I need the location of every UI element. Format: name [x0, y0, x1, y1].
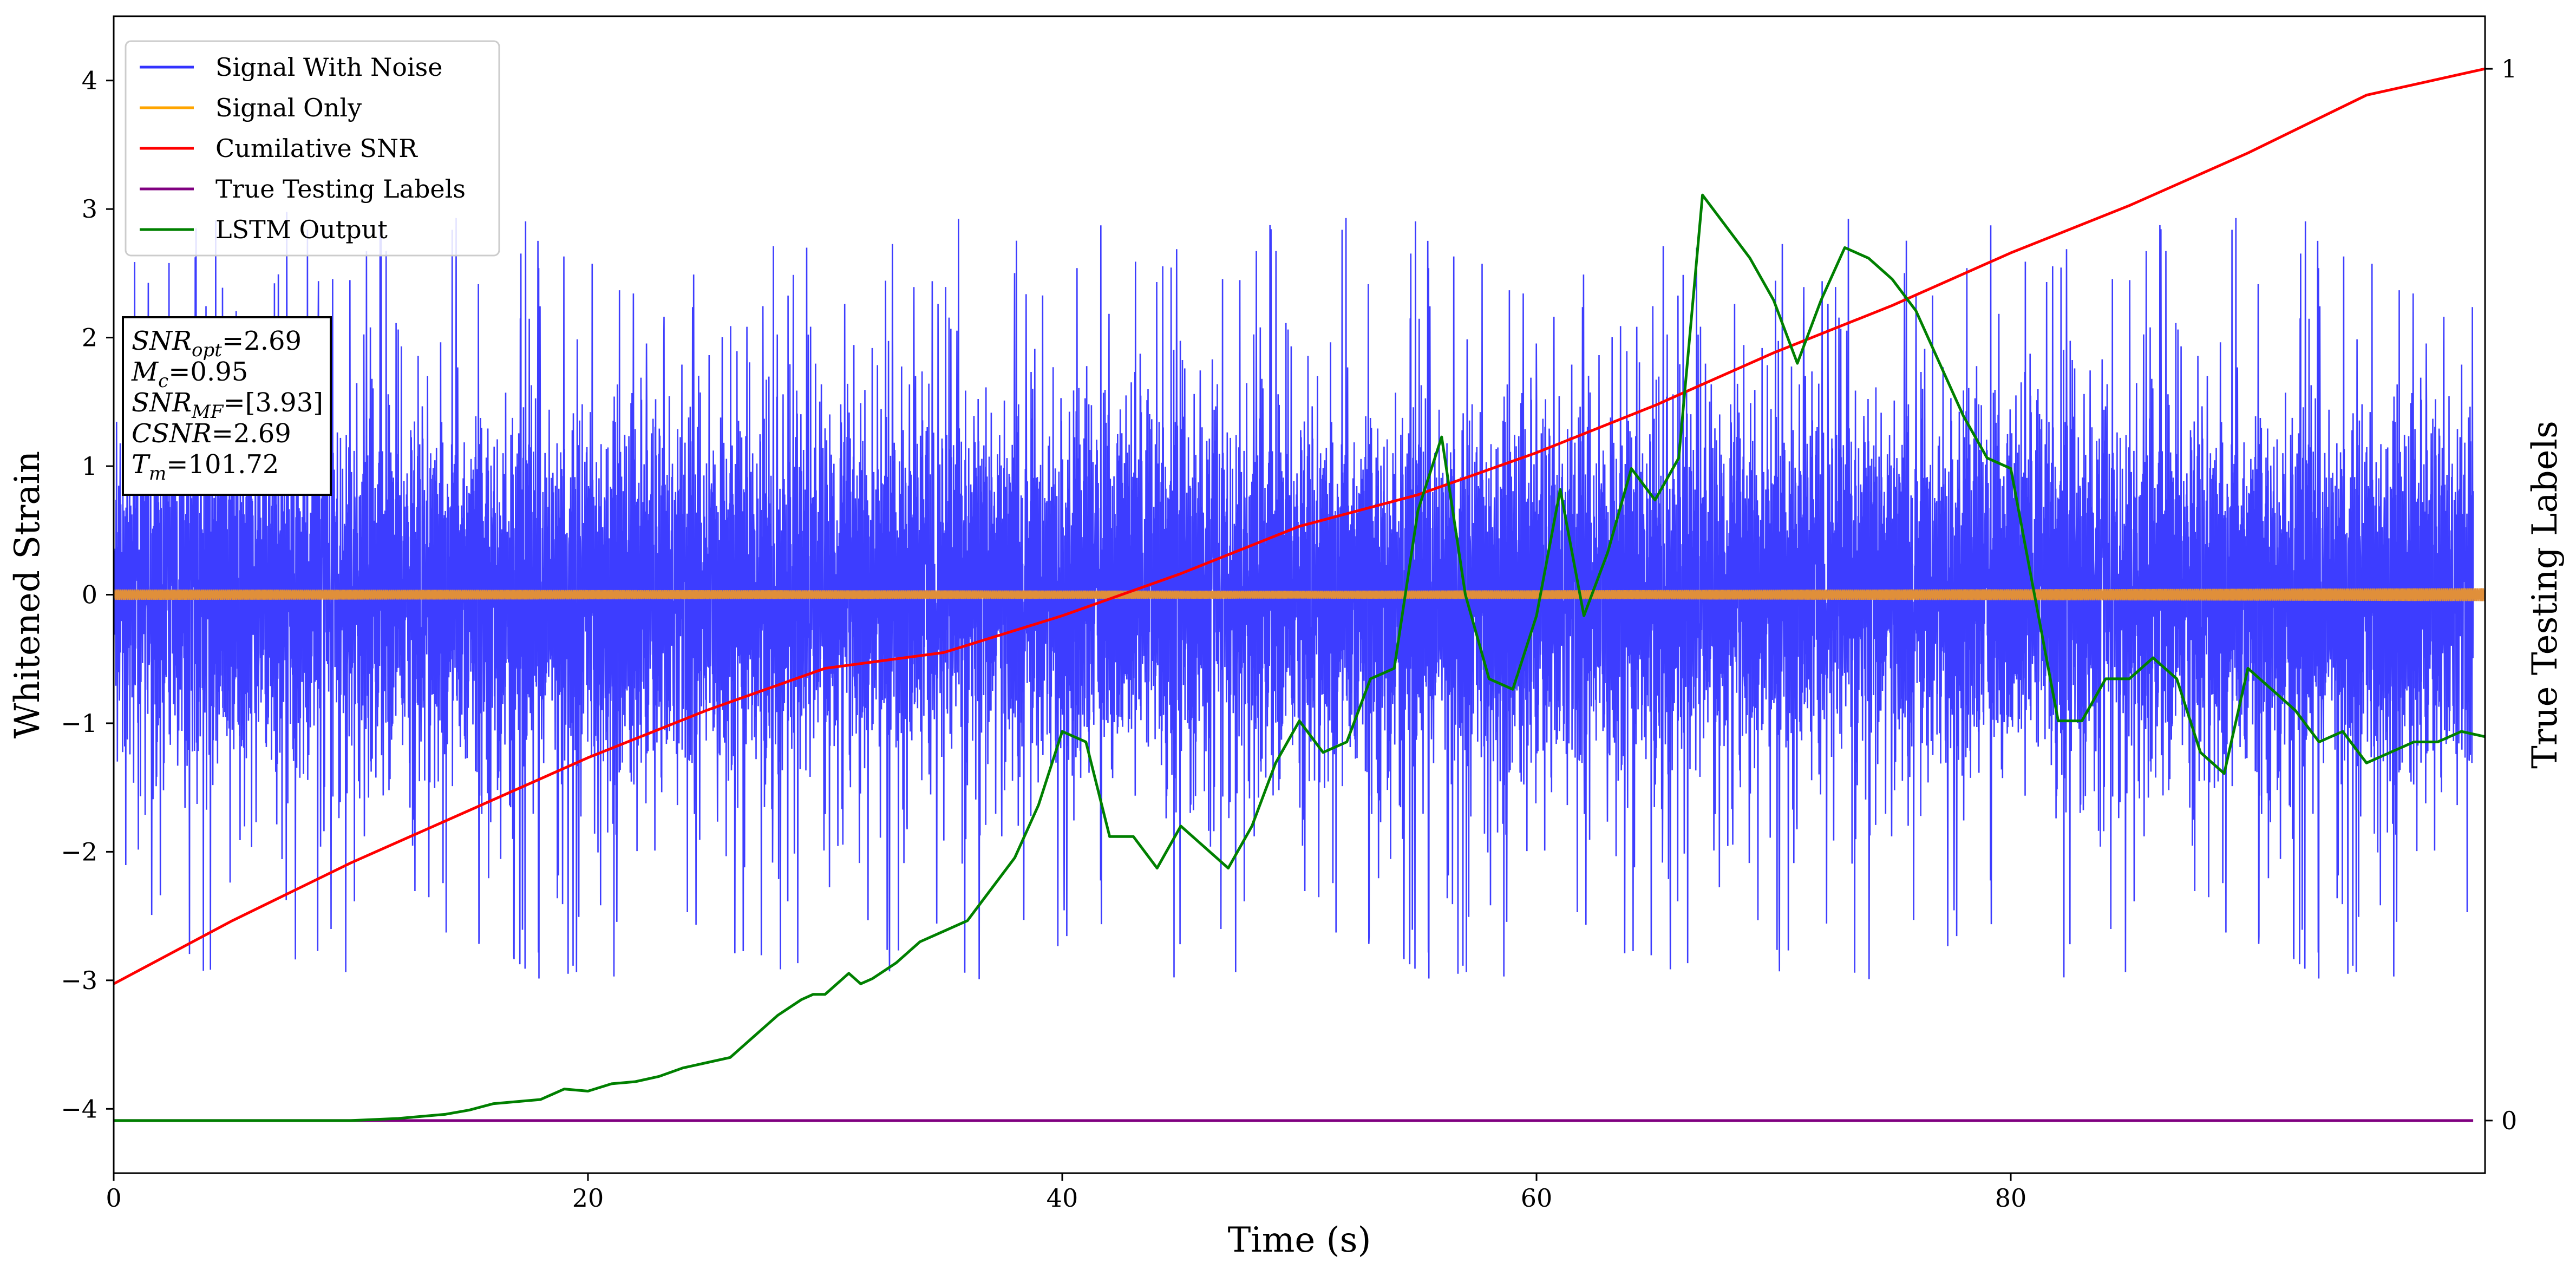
y2-axis-title: True Testing Labels: [2525, 421, 2565, 769]
series-layer: [114, 67, 2485, 1122]
stats-box: [122, 316, 332, 496]
y2-tick-label: 0: [2501, 1106, 2517, 1135]
legend-label: Signal Only: [215, 93, 362, 122]
y-tick-label: −4: [61, 1094, 97, 1123]
x-tick-label: 20: [572, 1183, 604, 1213]
series-signal-only: [114, 588, 2485, 601]
stats-line: SNRopt=2.69: [132, 326, 302, 361]
x-tick-label: 40: [1047, 1183, 1078, 1213]
x-tick-label: 80: [1995, 1183, 2027, 1213]
x-tick-label: 0: [106, 1183, 121, 1213]
stats-annotation: SNRopt=2.69Mc=0.95SNRMF=[3.93]CSNR=2.69T…: [122, 316, 332, 496]
stats-line: CSNR=2.69: [132, 418, 291, 449]
y-tick-label: 0: [82, 580, 97, 610]
y-tick-label: 1: [82, 451, 97, 481]
y-tick-label: 3: [82, 194, 97, 224]
legend-label: Signal With Noise: [215, 53, 442, 82]
legend-label: Cumilative SNR: [215, 134, 418, 163]
stats-line: Tm=101.72: [132, 449, 279, 485]
legend-label: LSTM Output: [215, 215, 388, 244]
series-signal-with-noise: [114, 212, 2474, 979]
y-tick-label: −1: [61, 709, 97, 738]
y-axis-title: Whitened Strain: [8, 451, 48, 738]
y-tick-label: −3: [61, 966, 97, 995]
stats-line: SNRMF=[3.93]: [132, 388, 323, 423]
legend-box: [125, 40, 500, 257]
legend-label: True Testing Labels: [215, 174, 466, 204]
stats-line: Mc=0.95: [131, 357, 248, 392]
series-cumulative-snr: [114, 67, 2485, 985]
y-tick-label: 4: [82, 66, 97, 95]
x-tick-label: 60: [1521, 1183, 1553, 1213]
series-lstm-output: [114, 193, 2485, 1122]
y-tick-label: −2: [61, 837, 97, 866]
legend: Signal With Noise Signal Only Cumilative S…: [125, 40, 500, 257]
y2-tick-label: 1: [2501, 54, 2517, 83]
y-tick-label: 2: [82, 323, 97, 352]
x-axis-title: Time (s): [1228, 1220, 1371, 1260]
